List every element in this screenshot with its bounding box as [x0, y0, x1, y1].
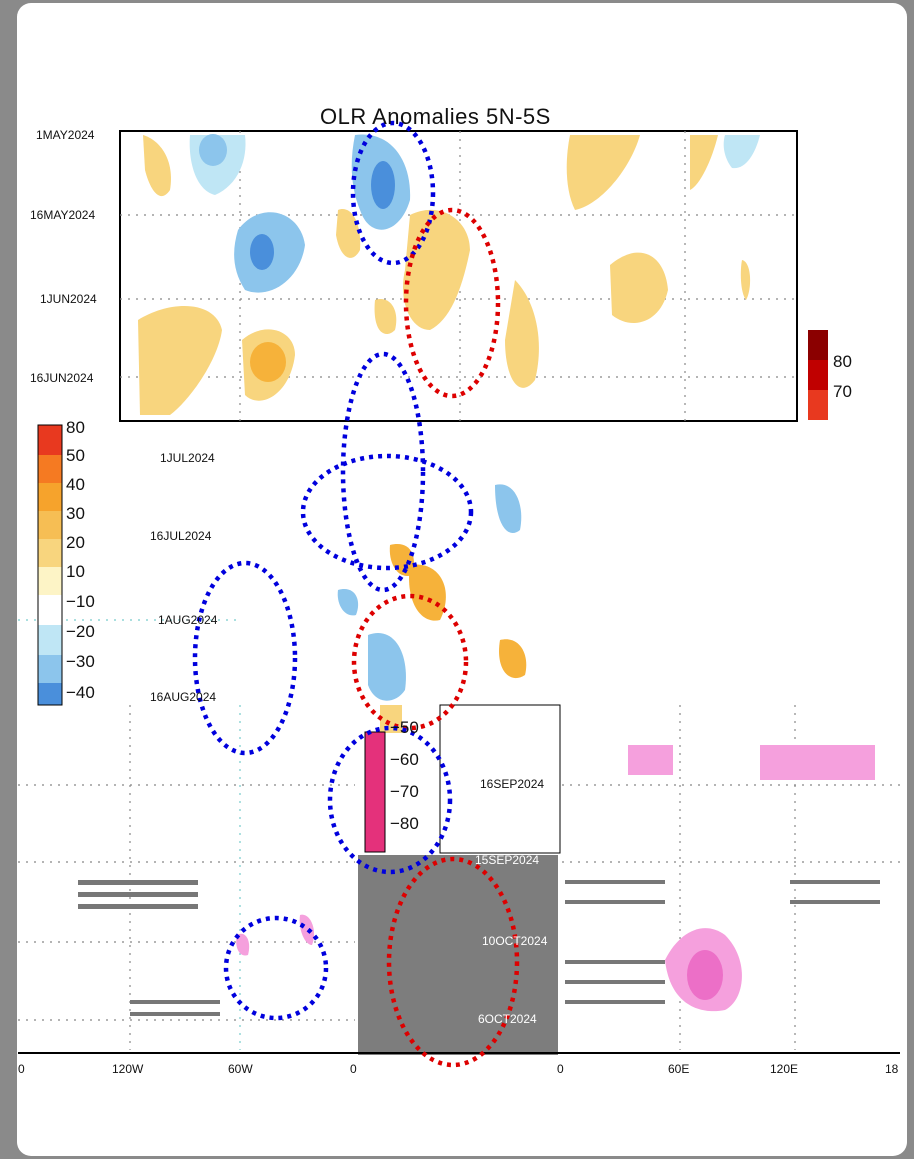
x-tick-label: 18 [885, 1062, 899, 1076]
x-tick-label: 60E [668, 1062, 690, 1076]
x-tick-label: 0 [350, 1062, 357, 1076]
gray-stripes [78, 880, 880, 1016]
legend-label: −40 [66, 683, 95, 702]
legend-label: −70 [390, 782, 419, 801]
y-tick-label: 1MAY2024 [36, 128, 95, 142]
annotation-ellipses [192, 120, 520, 1068]
legend-label: 80 [833, 352, 852, 371]
legend-label: −10 [66, 592, 95, 611]
legend-label: −60 [390, 750, 419, 769]
legend-label: −20 [66, 622, 95, 641]
y-tick-label: 16JUN2024 [30, 371, 94, 385]
legend-label: 50 [66, 446, 85, 465]
x-tick-label: 120W [112, 1062, 144, 1076]
chart-title: OLR Anomalies 5N-5S [320, 104, 551, 129]
pink-anomalies [236, 745, 875, 1012]
legend-label: −80 [390, 814, 419, 833]
y-tick-label: 16JUL2024 [150, 529, 212, 543]
inset-y-tick-label: 15SEP2024 [475, 853, 540, 867]
legend-middle-colorbar [364, 731, 386, 853]
legend-label: 70 [833, 382, 852, 401]
legend-label: 80 [66, 418, 85, 437]
legend-label: −30 [66, 652, 95, 671]
y-tick-label: 16MAY2024 [30, 208, 96, 222]
y-tick-label: 1AUG2024 [158, 613, 218, 627]
y-tick-label: 1JUL2024 [160, 451, 215, 465]
y-tick-label: 16AUG2024 [150, 690, 217, 704]
inset-y-tick-label: 16SEP2024 [480, 777, 545, 791]
inset-y-tick-label: 10OCT2024 [482, 934, 548, 948]
legend-label: 10 [66, 562, 85, 581]
legend-right-colorbar [808, 330, 828, 420]
inset-y-tick-label: 6OCT2024 [478, 1012, 537, 1026]
negative-anomalies [189, 134, 760, 701]
legend-label: 20 [66, 533, 85, 552]
y-tick-label: 1JUN2024 [40, 292, 97, 306]
legend-label: 40 [66, 475, 85, 494]
x-tick-label: 120E [770, 1062, 799, 1076]
x-tick-label: 60W [228, 1062, 253, 1076]
x-tick-label: 0 [18, 1062, 25, 1076]
inset-panel [439, 704, 561, 854]
gridlines [18, 131, 900, 1050]
x-tick-label: 0 [557, 1062, 564, 1076]
legend-label: −50 [390, 718, 419, 737]
legend-label: 30 [66, 504, 85, 523]
legend-left-colorbar [37, 424, 63, 706]
